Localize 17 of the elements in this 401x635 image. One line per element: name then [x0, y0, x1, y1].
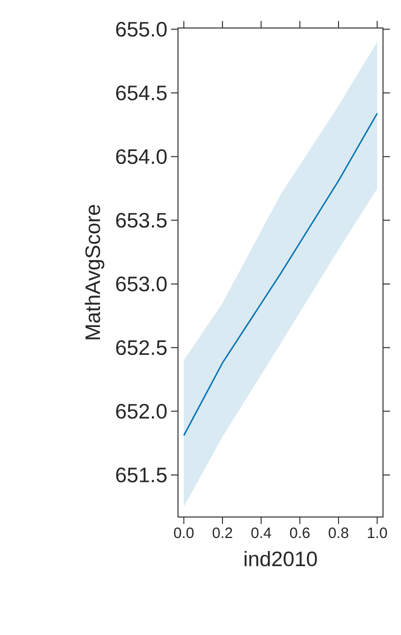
y-tick-label: 653.0 — [116, 276, 167, 292]
x-axis-title: ind2010 — [244, 550, 317, 566]
y-tick-label: 654.0 — [116, 149, 167, 164]
y-tick-label: 652.5 — [116, 340, 167, 356]
x-tick-label: 0.0 — [174, 528, 194, 538]
y-tick-label: 652.0 — [116, 404, 167, 419]
x-tick-label: 1.0 — [368, 528, 387, 538]
y-tick-label: 655.0 — [116, 22, 167, 37]
y-tick-label: 653.5 — [116, 212, 167, 228]
x-tick-label: 0.6 — [290, 528, 310, 538]
y-tick-label: 654.5 — [116, 86, 167, 100]
y-tick-label: 651.5 — [116, 468, 167, 482]
x-tick-label: 0.4 — [251, 528, 272, 538]
x-tick-label: 0.2 — [212, 528, 232, 538]
y-axis-title: MathAvgScore — [84, 205, 104, 340]
line-series — [183, 112, 378, 436]
x-tick-label: 0.8 — [328, 528, 348, 538]
